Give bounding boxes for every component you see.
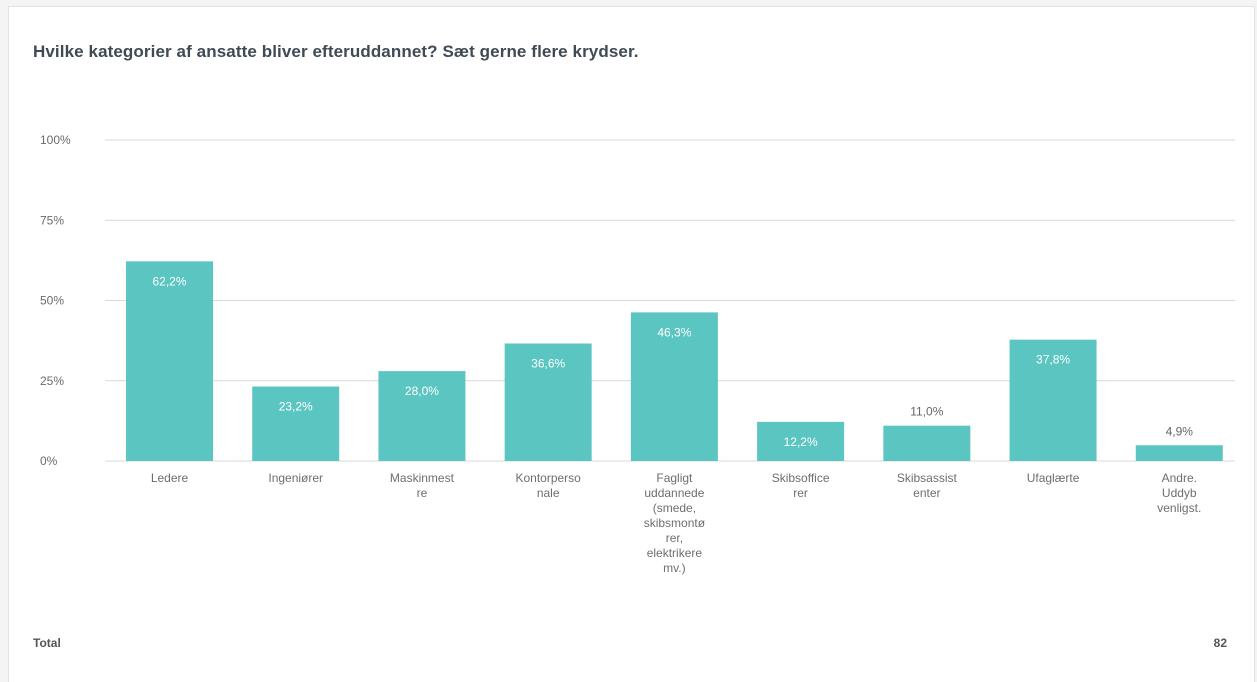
category-label-line: Andre. [1162,471,1197,485]
bar [378,371,466,461]
y-tick-label: 75% [40,213,64,227]
bar [1009,339,1097,461]
y-tick-label: 0% [40,454,58,468]
category-label-line: Kontorperso [515,471,581,485]
category-label-line: venligst. [1157,501,1201,515]
category-label: Ledere [151,471,189,485]
category-label-line: re [417,486,428,500]
bar-value-label: 4,9% [1166,424,1194,438]
bar-value-label: 12,2% [784,435,818,449]
category-label-line: rer, [666,531,683,545]
category-label-line: rer [793,486,808,500]
total-value: 82 [1213,636,1227,650]
bar-value-label: 23,2% [279,400,313,414]
bar [252,386,340,461]
bar-value-label: 36,6% [531,357,565,371]
bar [504,343,592,461]
bar-value-label: 37,8% [1036,353,1070,367]
category-label-line: Uddyb [1162,486,1197,500]
category-label-line: Skibsassist [897,471,958,485]
bar [126,261,213,461]
y-tick-label: 25% [40,374,64,388]
bar [1135,445,1223,461]
category-label: Ufaglærte [1027,471,1080,485]
bar [757,421,845,461]
bar-value-label: 11,0% [910,405,943,419]
category-label-line: Maskinmest [390,471,455,485]
bar [630,312,718,461]
category-label-line: mv.) [663,561,685,575]
category-label-line: Fagligt [656,471,693,485]
bar-value-label: 28,0% [405,384,439,398]
category-label-line: nale [537,486,560,500]
category-label: Andre. Uddyb venligst. [1157,471,1201,515]
category-label: Fagligt uddannede (smede, skibsmontø rer, ele… [644,471,706,575]
y-tick-label: 100% [40,133,71,147]
bar-value-label: 62,2% [152,274,186,288]
category-label: Skibsoffice rer [772,471,830,500]
category-label-line: skibsmontø [644,516,706,530]
bar-value-label: 46,3% [657,325,691,339]
category-label-line: Ingeniører [268,471,323,485]
category-label: Maskinmest re [390,471,455,500]
y-tick-label: 50% [40,294,64,308]
category-label: Ingeniører [268,471,323,485]
bar [883,425,971,461]
category-label: Skibsassist enter [897,471,958,500]
category-label-line: Ufaglærte [1027,471,1080,485]
category-label-line: Skibsoffice [772,471,830,485]
category-label-line: enter [913,486,940,500]
category-label: Kontorperso nale [515,471,581,500]
question-title: Hvilke kategorier af ansatte bliver efte… [33,42,639,61]
category-label-line: Ledere [151,471,189,485]
total-label: Total [33,636,61,650]
category-label-line: uddannede [644,486,704,500]
category-label-line: (smede, [653,501,696,515]
category-label-line: elektrikere [647,546,703,560]
